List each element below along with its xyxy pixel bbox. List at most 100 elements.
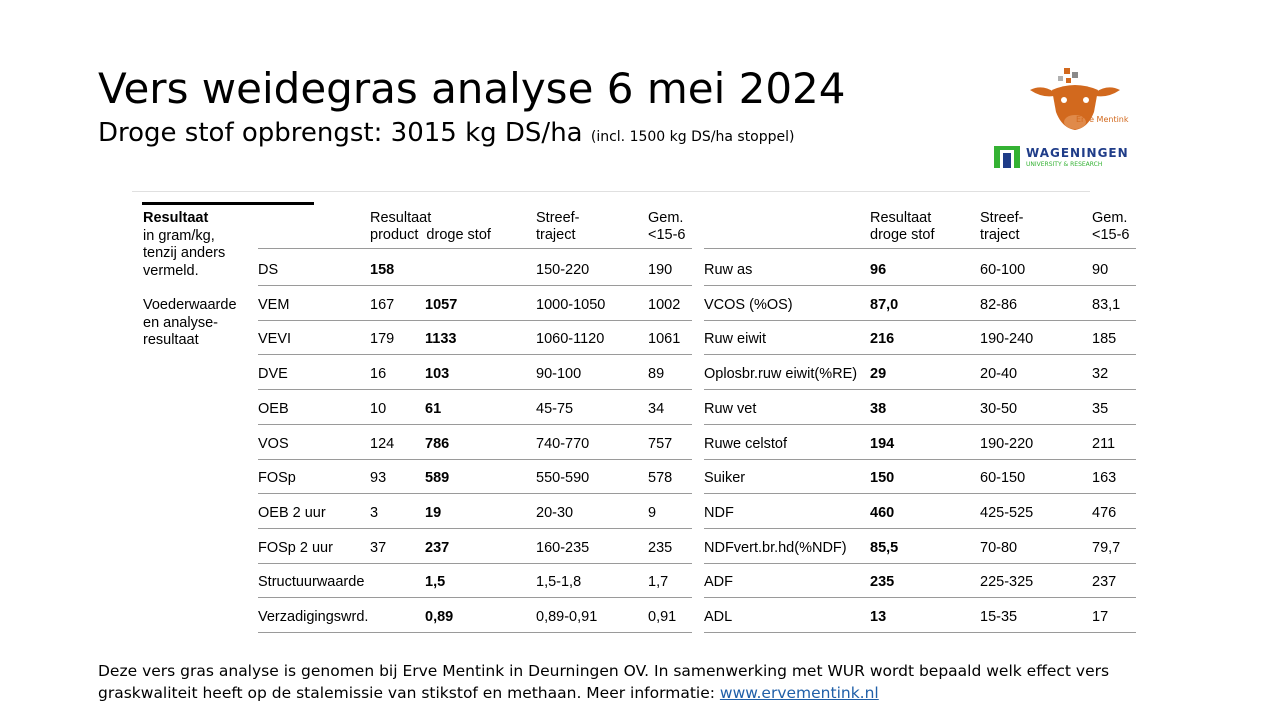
right-row-divider <box>704 458 1136 460</box>
right-header-result-sub: droge stof <box>870 227 935 243</box>
left-row-avg: 34 <box>648 400 665 417</box>
right-row-divider <box>704 319 1136 321</box>
footer-text: Deze vers gras analyse is genomen bij Er… <box>98 662 1110 702</box>
right-row-name: Oplosbr.ruw eiwit(%RE) <box>704 366 858 383</box>
left-header-avg: Gem. <box>648 210 684 226</box>
right-row-name: ADL <box>704 609 733 625</box>
left-row-avg: 0,91 <box>648 609 677 625</box>
right-row-divider <box>704 632 1136 633</box>
right-row-divider <box>704 562 1136 564</box>
left-row-avg: 1002 <box>648 296 681 313</box>
left-row-name: OEB <box>258 400 289 417</box>
right-header-target-sub: traject <box>980 227 1020 243</box>
right-row-target: 82-86 <box>980 296 1018 313</box>
left-row-name: DS <box>258 262 279 278</box>
left-row-avg: 235 <box>648 539 673 556</box>
left-row-divider <box>258 319 692 321</box>
left-row-divider <box>258 389 692 391</box>
right-row-target: 225-325 <box>980 574 1034 591</box>
left-row-target: 90-100 <box>536 366 582 383</box>
wageningen-logo: WAGENINGEN UNIVERSITY & RESEARCH <box>994 146 1129 168</box>
wur-name: WAGENINGEN <box>1026 146 1129 160</box>
legend-section: Voederwaarde <box>143 297 237 313</box>
left-row-target: 740-770 <box>536 435 590 452</box>
right-row-divider <box>704 597 1136 599</box>
left-row-product: 158 <box>370 262 395 278</box>
left-row-divider <box>258 562 692 564</box>
left-row-divider <box>258 527 692 529</box>
right-row-name: Ruw vet <box>704 400 757 417</box>
left-row-target: 0,89-0,91 <box>536 609 598 625</box>
left-row-drystof: 61 <box>425 400 442 417</box>
website-link[interactable]: www.ervementink.nl <box>719 684 879 702</box>
right-header-target: Streef- <box>980 210 1024 226</box>
right-row-drystof: 235 <box>870 574 895 591</box>
left-row-drystof: 589 <box>425 470 450 487</box>
right-row-name: NDF <box>704 504 734 521</box>
right-row-drystof: 38 <box>870 400 887 417</box>
right-row-avg: 211 <box>1092 435 1116 452</box>
table-legend: Resultaat in gram/kg, tenzij anders verm… <box>143 210 237 350</box>
left-row-target: 150-220 <box>536 262 590 278</box>
left-row-avg: 9 <box>648 504 657 521</box>
left-row-product: 3 <box>370 504 379 521</box>
left-row-avg: 190 <box>648 262 673 278</box>
right-row-drystof: 85,5 <box>870 539 899 556</box>
left-row-drystof: 0,89 <box>425 609 454 625</box>
erve-mentink-logo-text: Erve Mentink <box>1076 115 1129 124</box>
left-row-divider <box>258 423 692 425</box>
right-row-name: Ruwe celstof <box>704 435 788 452</box>
right-row-avg: 79,7 <box>1092 539 1121 556</box>
right-header-avg-sub: <15-6 <box>1092 227 1130 243</box>
left-row-drystof: 1133 <box>425 331 457 348</box>
legend-line: vermeld. <box>143 262 199 279</box>
left-row-divider <box>258 285 692 286</box>
left-row-target: 1,5-1,8 <box>536 574 582 591</box>
analysis-table: Resultaat in gram/kg, tenzij anders verm… <box>132 190 1136 635</box>
legend-section: en analyse- <box>143 314 218 331</box>
left-row-name: DVE <box>258 366 288 383</box>
right-row-target: 20-40 <box>980 366 1018 383</box>
right-row-drystof: 29 <box>870 366 887 383</box>
right-row-avg: 90 <box>1092 262 1109 278</box>
erve-mentink-logo: Erve Mentink <box>1030 68 1129 130</box>
left-header-result-sub: product droge stof <box>370 227 491 243</box>
left-row-product: 37 <box>370 539 387 556</box>
left-header-result: Resultaat <box>370 210 432 226</box>
left-row-drystof: 1,5 <box>425 574 446 591</box>
right-row-target: 15-35 <box>980 609 1018 625</box>
right-row-target: 425-525 <box>980 504 1034 521</box>
left-row-name: VEVI <box>258 331 292 348</box>
footer-note: Deze vers gras analyse is genomen bij Er… <box>98 660 1188 704</box>
right-row-drystof: 96 <box>870 262 887 278</box>
left-row-product: 10 <box>370 400 387 417</box>
right-row-name: Ruw as <box>704 262 753 278</box>
right-row-name: ADF <box>704 574 733 591</box>
right-row-target: 60-100 <box>980 262 1026 278</box>
right-row-drystof: 87,0 <box>870 296 899 313</box>
right-row-drystof: 216 <box>870 331 895 348</box>
left-row-target: 1000-1050 <box>536 296 606 313</box>
left-row-name: FOSp <box>258 470 296 487</box>
right-row-divider <box>704 285 1136 286</box>
left-row-name: Structuurwaarde <box>258 574 365 591</box>
left-row-drystof: 237 <box>425 539 450 556</box>
wur-subtitle: UNIVERSITY & RESEARCH <box>1026 161 1102 168</box>
legend-line: in gram/kg, <box>143 227 215 244</box>
left-row-name: Verzadigingswrd. <box>258 609 369 625</box>
right-row-name: Suiker <box>704 470 746 487</box>
right-row-target: 190-220 <box>980 435 1034 452</box>
right-row-avg: 185 <box>1092 331 1117 348</box>
left-header-divider <box>258 248 692 249</box>
left-row-target: 550-590 <box>536 470 590 487</box>
left-header-avg-sub: <15-6 <box>648 227 686 243</box>
left-row-target: 1060-1120 <box>536 331 605 348</box>
left-row-target: 160-235 <box>536 539 590 556</box>
left-row-drystof: 786 <box>425 435 450 452</box>
left-row-target: 20-30 <box>536 504 574 521</box>
legend-heading: Resultaat <box>143 210 209 226</box>
right-row-divider <box>704 354 1136 356</box>
right-row-divider <box>704 527 1136 529</box>
right-row-divider <box>704 423 1136 425</box>
right-row-drystof: 13 <box>870 609 887 625</box>
